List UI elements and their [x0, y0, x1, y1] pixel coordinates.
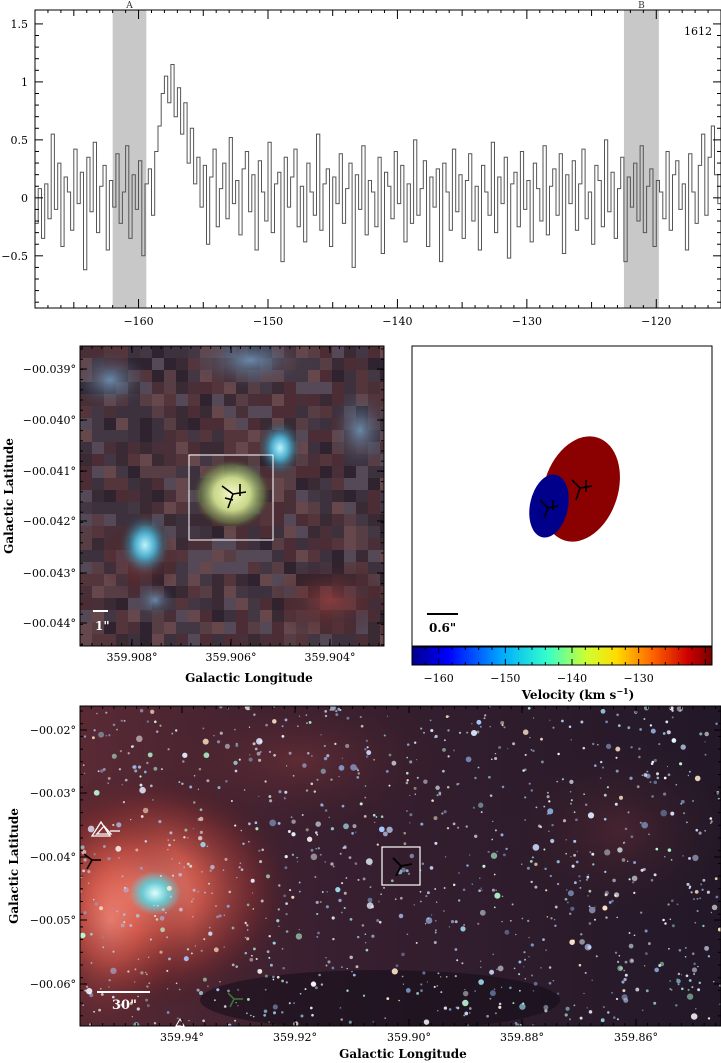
wide-field-ticks: 359.94° 359.92° 359.90° 359.88° 359.86° −00.0…	[30, 706, 721, 1044]
zoom-scale-label: 1"	[95, 619, 110, 633]
velocity-marker-b-icon	[571, 479, 593, 501]
colorbar-tick-label: −160	[424, 672, 454, 685]
star-field	[80, 706, 721, 1026]
spectrum-x-tick-label: −160	[123, 315, 153, 328]
zoom-x-tick-label: 359.904°	[305, 651, 356, 664]
green-maser-icon	[227, 992, 243, 1008]
wide-y-tick-label: −00.05°	[30, 914, 76, 927]
zoom-image-panel: 1" 359.908° 359.906° 359.904° −00.039° −00.0…	[2, 345, 385, 685]
spectrum-frame	[34, 9, 721, 309]
velocity-map-panel: 0.6" −160 −150 −140 −130 Velocity (km s−1)	[411, 345, 713, 702]
colorbar-label: Velocity (km s−1)	[521, 686, 635, 702]
spectrum-x-tick-label: −130	[512, 315, 542, 328]
spectrum-line	[35, 64, 721, 271]
target-maser-icon	[392, 857, 413, 877]
wide-x-tick-label: 359.92°	[273, 1031, 317, 1044]
spectrum-y-tick-label: 0.5	[11, 134, 29, 147]
zoom-xlabel: Galactic Longitude	[185, 671, 313, 685]
colorbar-tick-label: −130	[624, 672, 654, 685]
wide-ylabel: Galactic Latitude	[7, 808, 21, 924]
zoom-image	[80, 346, 384, 646]
wide-y-tick-label: −00.04°	[30, 851, 76, 864]
zoom-x-tick-label: 359.908°	[107, 651, 158, 664]
wide-field-image	[80, 706, 721, 1026]
wide-x-tick-label: 359.88°	[500, 1031, 544, 1044]
triangle-marker-icon	[90, 820, 120, 837]
maser-ellipse-a	[529, 474, 569, 538]
velocity-marker-a-icon	[539, 499, 559, 519]
zoom-y-tick-label: −00.039°	[23, 363, 76, 376]
spectrum-corner-label: 1612	[684, 25, 712, 38]
zoom-image-ticks: 359.908° 359.906° 359.904° −00.039° −00.040°…	[23, 346, 384, 664]
shaded-region-label: B	[638, 1, 645, 11]
wide-y-tick-label: −00.02°	[30, 724, 76, 737]
velocity-scale-label: 0.6"	[429, 621, 456, 635]
velocity-colorbar	[411, 646, 713, 666]
zoom-region-box	[188, 454, 274, 541]
spectrum-x-tick-label: −150	[253, 315, 283, 328]
colorbar-tick-label: −150	[490, 672, 520, 685]
target-region-box	[381, 846, 421, 886]
colorbar-tick-label: −140	[557, 672, 587, 685]
wide-field-frame	[79, 705, 721, 1027]
zoom-y-tick-label: −00.043°	[23, 567, 76, 580]
zoom-ylabel: Galactic Latitude	[2, 438, 16, 554]
spectrum-y-tick-label: 1	[21, 76, 28, 89]
edge-maser-icon	[83, 853, 101, 870]
zoom-y-tick-label: −00.044°	[23, 617, 76, 630]
maser-marker-icon	[221, 484, 247, 509]
zoom-x-tick-label: 359.906°	[206, 651, 257, 664]
colorbar-ticks: −160 −150 −140 −130	[424, 647, 706, 685]
spectrum-y-tick-label: 1.5	[11, 18, 29, 31]
wide-x-tick-label: 359.94°	[160, 1031, 204, 1044]
zoom-y-tick-label: −00.040°	[23, 414, 76, 427]
wide-scale-label: 30"	[112, 998, 137, 1013]
shaded-region-a	[112, 10, 147, 308]
spectrum-y-tick-label: −0.5	[1, 250, 28, 263]
zoom-y-tick-label: −00.042°	[23, 515, 76, 528]
shaded-region-b	[623, 10, 659, 308]
wide-field-panel: 30" 359.94° 359.92° 359.90° 359.88° 359.86° −…	[7, 705, 721, 1061]
spectrum-x-tick-label: −140	[382, 315, 412, 328]
spectrum-x-tick-label: −120	[641, 315, 671, 328]
wide-x-tick-label: 359.90°	[387, 1031, 431, 1044]
shaded-region-label: A	[125, 1, 133, 11]
spectrum-y-tick-label: 0	[21, 192, 28, 205]
wide-y-tick-label: −00.03°	[30, 787, 76, 800]
wide-xlabel: Galactic Longitude	[339, 1047, 467, 1061]
wide-x-tick-label: 359.86°	[614, 1031, 658, 1044]
zoom-image-frame	[79, 345, 385, 647]
zoom-y-tick-label: −00.041°	[23, 465, 76, 478]
spectrum-ticks: −160 −150 −140 −130 −120 1.5 1 0.5 0 −0.5	[1, 10, 721, 328]
wide-y-tick-label: −00.06°	[30, 978, 76, 991]
